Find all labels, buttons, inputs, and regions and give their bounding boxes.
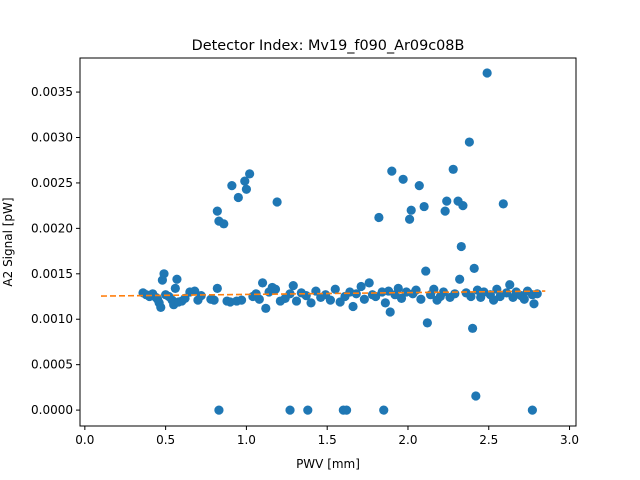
data-point	[404, 214, 415, 224]
y-tick-label: 0.0030	[31, 131, 73, 145]
data-point	[170, 283, 180, 293]
data-point	[501, 288, 512, 298]
data-point	[257, 278, 268, 288]
data-point	[291, 296, 302, 306]
fit-line-group	[100, 290, 546, 297]
data-point	[466, 291, 476, 302]
data-point	[458, 201, 468, 211]
y-tick-label: 0.0020	[31, 221, 73, 235]
y-tick-label: 0.0005	[31, 358, 73, 372]
data-point	[448, 164, 458, 174]
y-axis-label: A2 Signal [pW]	[1, 197, 15, 286]
x-tick-label: 2.0	[398, 433, 417, 447]
data-point	[471, 391, 481, 401]
data-point	[359, 294, 369, 304]
x-axis-label: PWV [mm]	[296, 457, 360, 471]
chart-title: Detector Index: Mv19_f090_Ar09c08B	[192, 38, 465, 54]
data-point	[240, 176, 250, 186]
data-point	[387, 166, 397, 176]
data-point	[241, 184, 252, 194]
data-point	[364, 278, 374, 288]
data-point	[529, 299, 539, 309]
x-tick-label: 0.0	[75, 433, 94, 447]
data-point	[156, 302, 166, 313]
y-tick-label: 0.0015	[31, 267, 73, 281]
data-point	[325, 295, 336, 305]
data-point	[285, 405, 295, 415]
data-point	[422, 318, 432, 328]
data-point	[233, 192, 243, 203]
fit-line	[100, 290, 546, 297]
y-tick-label: 0.0035	[31, 85, 73, 99]
data-point	[341, 405, 352, 415]
data-point	[219, 219, 229, 229]
data-point	[379, 405, 389, 415]
data-point	[416, 294, 426, 304]
x-tick-label: 3.0	[560, 433, 579, 447]
y-tick-label: 0.0025	[31, 176, 73, 190]
data-point	[236, 295, 247, 305]
data-point	[385, 307, 395, 317]
data-point	[456, 241, 466, 252]
data-point	[288, 281, 298, 291]
data-point	[212, 283, 222, 293]
data-point	[348, 301, 358, 312]
data-point	[440, 206, 450, 216]
data-point	[393, 283, 403, 293]
data-point	[442, 196, 452, 206]
data-point	[414, 181, 424, 191]
data-point	[468, 323, 478, 333]
data-point	[396, 293, 407, 303]
data-point	[419, 201, 429, 212]
y-tick-label: 0.0010	[31, 312, 73, 326]
data-point	[380, 298, 390, 308]
data-point	[356, 281, 366, 292]
data-point	[180, 293, 190, 303]
data-point	[270, 284, 281, 294]
data-point	[303, 405, 313, 415]
data-point	[190, 286, 200, 296]
data-point	[306, 298, 316, 308]
data-point	[421, 266, 431, 276]
data-point	[450, 289, 460, 299]
data-point	[227, 181, 237, 191]
data-point	[212, 206, 222, 216]
data-point	[498, 199, 508, 209]
data-point	[482, 68, 492, 78]
data-point	[330, 284, 340, 294]
x-tick-label: 2.5	[479, 433, 498, 447]
data-point	[371, 291, 381, 302]
data-point	[398, 174, 408, 184]
y-tick-label: 0.0000	[31, 403, 73, 417]
data-point	[519, 294, 529, 304]
x-tick-label: 1.5	[318, 433, 337, 447]
data-point	[411, 285, 421, 295]
data-point	[455, 274, 465, 284]
data-point	[464, 137, 474, 147]
data-point	[254, 294, 264, 304]
data-point	[374, 212, 384, 223]
data-point	[272, 197, 282, 207]
y-axis: 0.0000 0.0005 0.0010 0.0015 0.0020 0.0025 0.00…	[31, 85, 80, 417]
data-point	[245, 169, 255, 179]
data-point	[209, 295, 219, 305]
data-point	[469, 263, 479, 273]
x-tick-label: 0.5	[156, 433, 175, 447]
data-point	[406, 205, 416, 215]
data-point	[214, 405, 224, 415]
data-point	[159, 269, 169, 279]
data-point	[505, 280, 515, 290]
x-tick-label: 1.0	[237, 433, 256, 447]
data-point	[261, 303, 271, 313]
x-axis: 0.0 0.5 1.0 1.5 2.0 2.5 3.0	[75, 426, 579, 447]
data-point	[527, 405, 537, 415]
data-point	[172, 274, 182, 284]
plot-frame	[79, 57, 577, 427]
